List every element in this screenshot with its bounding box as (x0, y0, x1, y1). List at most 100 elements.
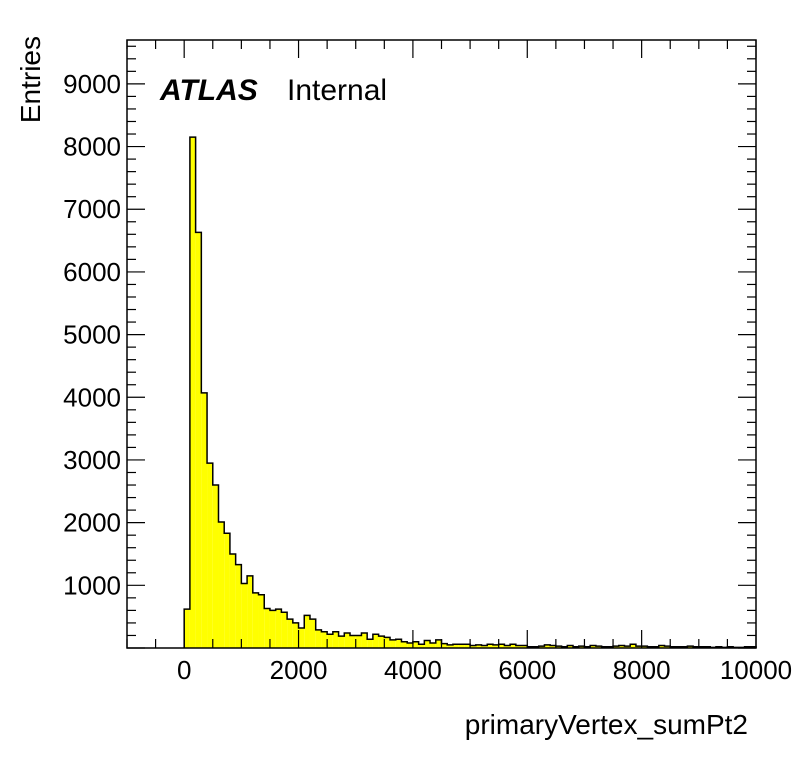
histogram-bin (201, 392, 208, 648)
histogram-bin (635, 646, 642, 648)
status-label: Internal (287, 74, 387, 107)
histogram-bin (361, 632, 368, 648)
x-tick-label: 8000 (613, 655, 671, 685)
histogram-bin (544, 644, 551, 648)
atlas-label: ATLAS (159, 74, 258, 107)
y-tick-label: 5000 (63, 320, 121, 350)
histogram-bin (550, 645, 556, 648)
histogram-bin (207, 463, 213, 648)
histogram-bin (407, 642, 413, 648)
histogram-bin (464, 644, 471, 648)
histogram-bin (498, 644, 505, 648)
histogram-bin (435, 639, 442, 648)
histogram-bin (292, 622, 299, 648)
histogram-bin (430, 642, 436, 648)
histogram-bin (264, 608, 270, 648)
histogram-bin (418, 644, 425, 648)
histogram-bin (578, 646, 585, 648)
y-tick-label: 3000 (63, 445, 121, 475)
x-tick-label: 10000 (720, 655, 792, 685)
x-tick-label: 0 (177, 655, 191, 685)
histogram-bin (384, 637, 391, 648)
histogram-bin (212, 485, 219, 648)
histogram-bin (350, 635, 356, 648)
histogram-bin (287, 619, 293, 648)
histogram-bin (441, 643, 448, 648)
histogram-bin (241, 583, 248, 648)
x-tick-label: 2000 (270, 655, 328, 685)
histogram-bin (555, 646, 562, 648)
histogram-bin (624, 646, 631, 648)
histogram-bin (487, 644, 493, 648)
histogram-bin (630, 644, 636, 648)
axis-ticks (126, 40, 757, 649)
histogram-bin (521, 645, 528, 648)
y-tick-label: 7000 (63, 194, 121, 224)
histogram-bin (195, 232, 202, 648)
x-tick-label: 6000 (498, 655, 556, 685)
histogram-bin (475, 644, 482, 648)
x-tick-labels: 0 2000 4000 6000 8000 10000 (177, 655, 792, 685)
histogram-bin (664, 646, 671, 648)
y-tick-label: 4000 (63, 382, 121, 412)
histogram-bin (184, 609, 190, 648)
histogram-bin (613, 646, 619, 648)
y-tick-label: 2000 (63, 508, 121, 538)
y-axis-title: Entries (15, 36, 46, 123)
histogram-bin (189, 137, 196, 648)
y-tick-label: 1000 (63, 570, 121, 600)
histogram-bin (470, 645, 476, 648)
histogram-bin (275, 609, 282, 648)
histogram-bin (332, 631, 339, 648)
y-tick-label: 8000 (63, 132, 121, 162)
histogram-bin (504, 645, 511, 648)
histogram-bin (235, 564, 242, 648)
histogram-bin (344, 632, 351, 648)
histogram-bin (515, 645, 522, 648)
histogram-bin (510, 644, 516, 648)
histogram-bin (395, 639, 402, 648)
histogram-bin (481, 645, 488, 648)
histogram-bin (367, 639, 373, 648)
histogram-bin (309, 619, 316, 648)
histogram-bin (315, 629, 322, 648)
histogram-bin (447, 644, 453, 648)
x-tick-label: 4000 (384, 655, 442, 685)
histogram-bin (269, 610, 276, 648)
histogram-bin (452, 644, 459, 648)
histogram-bin (424, 640, 431, 648)
histogram-bin (298, 627, 305, 648)
histogram-bin (378, 636, 385, 648)
histogram-bars (183, 136, 757, 649)
histogram-bin (641, 646, 648, 648)
histogram-bin (224, 533, 230, 648)
histogram-bin (492, 644, 499, 648)
histogram-outline (183, 136, 757, 649)
histogram-bin (281, 612, 288, 648)
histogram-bin (321, 631, 328, 648)
histogram-bin (687, 646, 694, 648)
histogram-bin (390, 639, 396, 648)
histogram-bin (355, 635, 362, 648)
histogram-bin (218, 522, 225, 648)
y-tick-label: 9000 (63, 69, 121, 99)
histogram-bin (247, 575, 253, 648)
y-tick-labels: 1000 2000 3000 4000 5000 6000 7000 8000 9000 (63, 69, 121, 600)
histogram-bin (412, 641, 419, 648)
histogram-bin (590, 645, 596, 648)
histogram-bin (304, 615, 310, 648)
histogram-bin (252, 592, 259, 648)
histogram-bin (372, 634, 379, 648)
histogram-bin (595, 646, 602, 648)
histogram-bin (327, 634, 333, 648)
histogram-bin (458, 644, 465, 648)
histogram-bin (401, 641, 408, 648)
x-axis-title: primaryVertex_sumPt2 (465, 709, 748, 740)
histogram-bin (338, 636, 345, 648)
plot-frame (126, 39, 757, 649)
histogram-bin (618, 645, 625, 648)
histogram-bin (658, 645, 665, 648)
histogram-bin (567, 645, 574, 648)
y-tick-label: 6000 (63, 257, 121, 287)
